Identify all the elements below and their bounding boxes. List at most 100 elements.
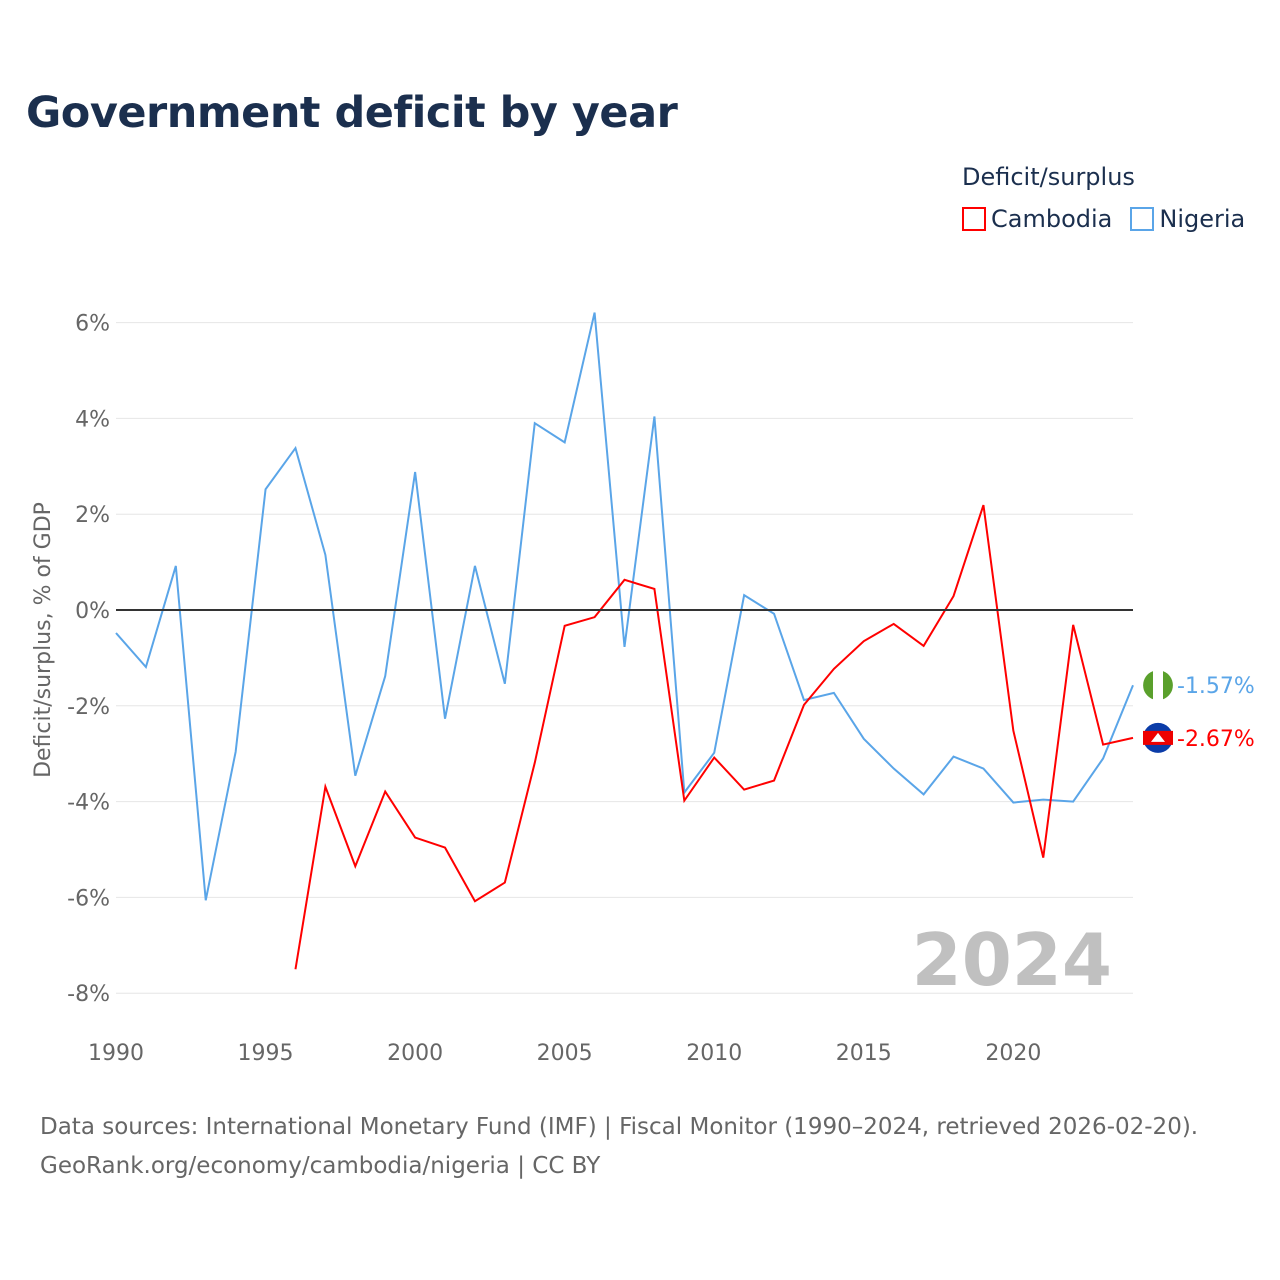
end-value-label-nigeria: -1.57% xyxy=(1177,674,1255,699)
data-point-cambodia xyxy=(922,644,926,648)
data-point-cambodia xyxy=(563,624,567,628)
attribution-link[interactable]: GeoRank.org/economy/cambodia/nigeria | C… xyxy=(40,1153,601,1179)
data-point-nigeria xyxy=(144,665,148,669)
data-point-nigeria xyxy=(533,421,537,425)
x-tick-label: 2015 xyxy=(836,1041,892,1066)
data-point-nigeria xyxy=(264,487,268,491)
data-point-cambodia xyxy=(712,756,716,760)
data-point-cambodia xyxy=(503,881,507,885)
series-line-cambodia xyxy=(294,504,1134,970)
data-point-nigeria xyxy=(293,446,297,450)
x-tick-label: 2005 xyxy=(537,1041,593,1066)
data-point-nigeria xyxy=(892,767,896,771)
data-point-nigeria xyxy=(952,755,956,759)
data-point-cambodia xyxy=(533,761,537,765)
data-point-nigeria xyxy=(234,750,238,754)
data-point-cambodia xyxy=(952,594,956,598)
x-tick-label: 2020 xyxy=(985,1041,1041,1066)
legend-item-nigeria[interactable]: Nigeria xyxy=(1130,205,1245,233)
y-tick-label: -8% xyxy=(67,982,110,1007)
x-tick-label: 1990 xyxy=(88,1041,144,1066)
data-point-nigeria xyxy=(1101,756,1105,760)
legend-label-cambodia: Cambodia xyxy=(991,205,1113,233)
data-point-cambodia xyxy=(832,667,836,671)
data-point-cambodia xyxy=(1011,729,1015,733)
data-point-cambodia xyxy=(383,790,387,794)
chart-title: Government deficit by year xyxy=(26,88,678,138)
data-point-nigeria xyxy=(623,645,627,649)
data-point-nigeria xyxy=(503,682,507,686)
data-point-nigeria xyxy=(712,751,716,755)
y-tick-label: -2% xyxy=(67,695,110,720)
x-tick-label: 2000 xyxy=(387,1041,443,1066)
data-point-nigeria xyxy=(832,691,836,695)
y-tick-label: -6% xyxy=(67,886,110,911)
data-point-nigeria xyxy=(353,774,357,778)
x-tick-label: 1995 xyxy=(238,1041,294,1066)
year-watermark: 2024 xyxy=(912,918,1112,1002)
data-point-nigeria xyxy=(1071,800,1075,804)
data-point-cambodia xyxy=(293,967,297,971)
y-tick-label: -4% xyxy=(67,791,110,816)
data-point-nigeria xyxy=(1131,683,1135,687)
data-point-nigeria xyxy=(323,553,327,557)
data-point-nigeria xyxy=(563,440,567,444)
data-point-nigeria xyxy=(174,564,178,568)
data-point-cambodia xyxy=(623,578,627,582)
data-point-cambodia xyxy=(682,799,686,803)
data-point-cambodia xyxy=(981,503,985,507)
data-point-cambodia xyxy=(593,615,597,619)
y-axis-label: Deficit/surplus, % of GDP xyxy=(31,502,56,778)
data-point-nigeria xyxy=(981,767,985,771)
data-point-nigeria xyxy=(1011,801,1015,805)
data-point-cambodia xyxy=(1071,623,1075,627)
legend-swatch-cambodia xyxy=(962,207,986,231)
data-point-nigeria xyxy=(772,612,776,616)
data-point-nigeria xyxy=(862,737,866,741)
data-point-nigeria xyxy=(802,698,806,702)
x-tick-label: 2010 xyxy=(686,1041,742,1066)
data-point-nigeria xyxy=(383,674,387,678)
data-point-cambodia xyxy=(892,622,896,626)
data-point-nigeria xyxy=(443,717,447,721)
data-point-nigeria xyxy=(593,311,597,315)
series-line-nigeria xyxy=(115,312,1134,901)
y-tick-label: 0% xyxy=(75,599,110,624)
flag-icon-cambodia xyxy=(1143,722,1173,753)
y-tick-label: 6% xyxy=(75,312,110,337)
flag-icon-nigeria xyxy=(1143,670,1173,701)
data-point-cambodia xyxy=(323,785,327,789)
data-point-cambodia xyxy=(1131,736,1135,740)
data-point-nigeria xyxy=(114,631,118,635)
legend-label-nigeria: Nigeria xyxy=(1159,205,1246,233)
data-point-cambodia xyxy=(1101,743,1105,747)
legend-swatch-nigeria xyxy=(1130,207,1155,231)
data-point-cambodia xyxy=(1041,856,1045,860)
end-value-label-cambodia: -2.67% xyxy=(1177,727,1255,752)
y-tick-label: 4% xyxy=(75,407,110,432)
data-point-cambodia xyxy=(443,846,447,850)
data-point-cambodia xyxy=(353,864,357,868)
data-point-nigeria xyxy=(473,564,477,568)
data-point-cambodia xyxy=(413,836,417,840)
data-point-nigeria xyxy=(652,414,656,418)
data-point-nigeria xyxy=(1041,798,1045,802)
data-point-cambodia xyxy=(802,703,806,707)
data-point-cambodia xyxy=(473,899,477,903)
data-point-cambodia xyxy=(742,788,746,792)
data-point-nigeria xyxy=(922,792,926,796)
data-point-cambodia xyxy=(652,587,656,591)
legend-item-cambodia[interactable]: Cambodia xyxy=(962,205,1112,233)
data-point-nigeria xyxy=(742,593,746,597)
data-point-cambodia xyxy=(772,779,776,783)
data-point-nigeria xyxy=(204,898,208,902)
footer: Data sources: International Monetary Fun… xyxy=(40,1108,1198,1186)
data-point-cambodia xyxy=(862,639,866,643)
y-tick-label: 2% xyxy=(75,503,110,528)
data-source-note: Data sources: International Monetary Fun… xyxy=(40,1114,1199,1140)
legend: Cambodia Nigeria xyxy=(962,205,1245,233)
legend-title: Deficit/surplus xyxy=(962,163,1135,191)
data-point-nigeria xyxy=(413,470,417,474)
